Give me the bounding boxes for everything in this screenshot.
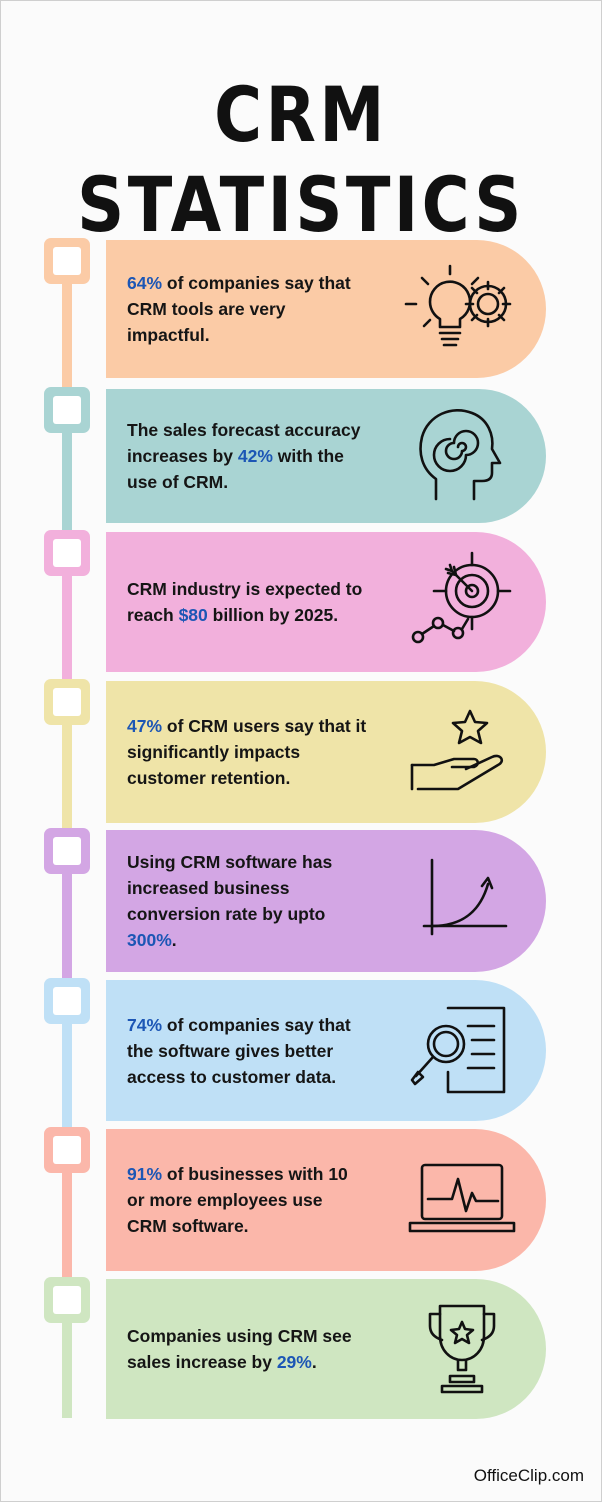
- timeline-node-inner: [53, 396, 81, 424]
- stat-text: 64% of companies say that CRM tools are …: [127, 270, 367, 348]
- magnifier-document-icon: [402, 996, 522, 1106]
- stat-card: CRM industry is expected to reach $80 bi…: [106, 532, 546, 672]
- timeline-stem: [62, 711, 72, 834]
- stat-text-segment: of CRM users say that it significantly i…: [127, 716, 367, 788]
- footer-brand: OfficeClip.com: [473, 1466, 584, 1485]
- stat-text-segment: Companies using CRM see sales increase b…: [127, 1326, 352, 1372]
- timeline-node: [44, 828, 90, 874]
- timeline-node-inner: [53, 688, 81, 716]
- timeline-stem: [62, 860, 72, 984]
- stat-text: Using CRM software has increased busines…: [127, 849, 367, 953]
- stat-highlight: 29%: [276, 1352, 312, 1372]
- head-spiral-icon: [402, 401, 522, 511]
- stat-card: The sales forecast accuracy increases by…: [106, 389, 546, 523]
- timeline-node-inner: [53, 987, 81, 1015]
- stat-text-segment: Using CRM software has increased busines…: [127, 852, 333, 924]
- stat-highlight: 91%: [127, 1164, 163, 1184]
- stat-highlight: 74%: [127, 1014, 163, 1035]
- timeline-node: [44, 1277, 90, 1323]
- stat-highlight: 42%: [237, 446, 273, 466]
- stat-card: Using CRM software has increased busines…: [106, 830, 546, 972]
- timeline-stem: [62, 1159, 72, 1283]
- timeline-node-inner: [53, 1286, 81, 1314]
- stat-text: 74% of companies say that the software g…: [127, 1012, 367, 1090]
- stat-text-segment: .: [171, 930, 177, 950]
- timeline-node: [44, 238, 90, 284]
- timeline-node: [44, 978, 90, 1024]
- timeline-node: [44, 1127, 90, 1173]
- stat-card: 64% of companies say that CRM tools are …: [106, 240, 546, 378]
- timeline-node-inner: [53, 1136, 81, 1164]
- stat-text-segment: of businesses with 10 or more employees …: [127, 1164, 348, 1236]
- timeline-node: [44, 387, 90, 433]
- stat-text: 91% of businesses with 10 or more employ…: [127, 1161, 367, 1239]
- stat-text-segment: .: [311, 1352, 317, 1372]
- stat-text: CRM industry is expected to reach $80 bi…: [127, 576, 367, 628]
- stat-text-segment: of companies say that the software gives…: [127, 1014, 351, 1087]
- stat-text: Companies using CRM see sales increase b…: [127, 1323, 367, 1375]
- stat-highlight: 47%: [127, 716, 163, 736]
- timeline-stem: [62, 270, 72, 393]
- stat-card: 47% of CRM users say that it significant…: [106, 681, 546, 823]
- page-title: CRM STATISTICS: [77, 70, 525, 249]
- stat-text-segment: with the use of CRM.: [127, 446, 344, 492]
- timeline-stem: [62, 1010, 72, 1133]
- stat-highlight: 64%: [127, 273, 163, 293]
- timeline-node-inner: [53, 837, 81, 865]
- stat-text: 47% of CRM users say that it significant…: [127, 713, 367, 791]
- timeline-node-inner: [53, 539, 81, 567]
- trophy-star-icon: [402, 1294, 522, 1404]
- timeline-stem: [62, 1309, 72, 1418]
- stat-text-segment: of companies say that CRM tools are very…: [127, 273, 351, 345]
- target-growth-icon: [402, 547, 522, 657]
- stat-text-segment: billion by 2025.: [207, 605, 339, 625]
- hand-star-icon: [402, 697, 522, 807]
- stat-highlight: $80: [178, 605, 208, 625]
- timeline-node: [44, 679, 90, 725]
- stat-text-segment: CRM industry is expected to reach: [127, 579, 363, 625]
- growth-chart-icon: [402, 846, 522, 956]
- stat-text-segment: The sales forecast accuracy increases by: [127, 420, 361, 466]
- stat-card: 74% of companies say that the software g…: [106, 980, 546, 1121]
- timeline-stem: [62, 562, 72, 685]
- lightbulb-gear-icon: [402, 254, 522, 364]
- timeline-node-inner: [53, 247, 81, 275]
- stat-card: 91% of businesses with 10 or more employ…: [106, 1129, 546, 1271]
- stat-text: The sales forecast accuracy increases by…: [127, 417, 367, 495]
- laptop-pulse-icon: [402, 1145, 522, 1255]
- stat-highlight: 300%: [127, 930, 172, 950]
- timeline-node: [44, 530, 90, 576]
- stat-card: Companies using CRM see sales increase b…: [106, 1279, 546, 1419]
- timeline-stem: [62, 419, 72, 536]
